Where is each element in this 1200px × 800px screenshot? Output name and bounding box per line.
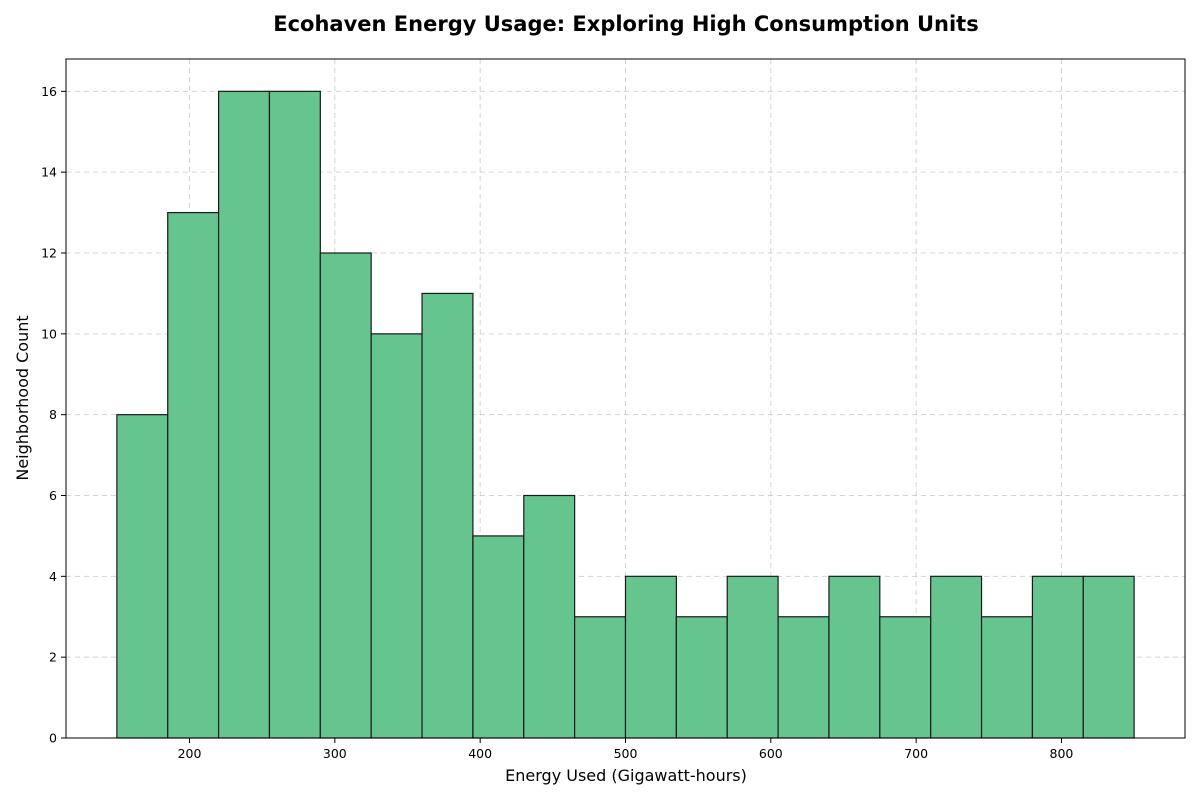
x-axis-label: Energy Used (Gigawatt-hours) xyxy=(505,766,747,785)
chart-title: Ecohaven Energy Usage: Exploring High Co… xyxy=(273,12,978,36)
bar xyxy=(879,616,932,739)
x-tick-label: 200 xyxy=(178,746,202,761)
y-tick-label: 0 xyxy=(49,731,57,746)
x-tick-label: 300 xyxy=(323,746,347,761)
y-tick-label: 16 xyxy=(41,84,57,99)
bar xyxy=(217,90,271,739)
bar xyxy=(930,575,983,739)
bar xyxy=(980,616,1034,739)
y-tick-label: 6 xyxy=(49,488,57,503)
bar xyxy=(421,292,474,739)
y-tick-label: 4 xyxy=(49,569,57,584)
y-tick-label: 2 xyxy=(49,650,57,665)
bar xyxy=(523,494,576,739)
bar xyxy=(828,575,881,739)
x-tick-label: 400 xyxy=(468,746,492,761)
bar xyxy=(675,616,728,739)
x-tick-label: 700 xyxy=(904,746,928,761)
bar xyxy=(777,616,830,739)
y-tick-label: 14 xyxy=(41,165,57,180)
y-axis-ticks: 0 2 4 6 8 10 12 14 16 xyxy=(41,84,66,746)
bar xyxy=(726,575,779,739)
y-tick-label: 10 xyxy=(41,326,57,341)
bar xyxy=(319,252,372,739)
y-tick-label: 8 xyxy=(49,407,57,422)
x-tick-label: 500 xyxy=(614,746,638,761)
x-axis-ticks: 200 300 400 500 600 700 800 xyxy=(178,738,1074,761)
bar xyxy=(268,90,321,739)
bar xyxy=(116,414,169,739)
bars xyxy=(116,90,1135,739)
bar xyxy=(370,333,423,739)
x-tick-label: 800 xyxy=(1050,746,1074,761)
bar xyxy=(1082,575,1135,739)
y-tick-label: 12 xyxy=(41,246,57,261)
bar xyxy=(624,575,677,739)
bar xyxy=(574,616,627,739)
x-tick-label: 600 xyxy=(759,746,783,761)
bar xyxy=(1031,575,1084,739)
y-axis-label: Neighborhood Count xyxy=(13,315,32,480)
bar xyxy=(472,535,525,739)
bar xyxy=(167,211,220,739)
